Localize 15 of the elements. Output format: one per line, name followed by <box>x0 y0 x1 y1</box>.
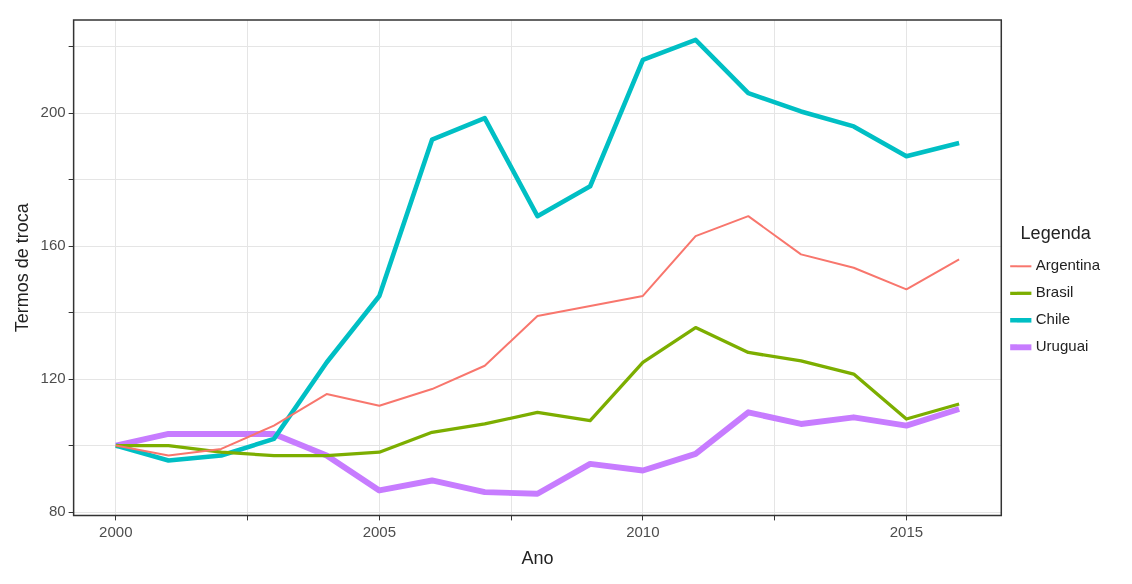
y-tick-label: 120 <box>40 369 66 387</box>
x-tick-label: 2010 <box>626 522 660 540</box>
x-tick-label: 2005 <box>362 522 397 540</box>
y-tick-label: 80 <box>48 502 66 520</box>
y-tick-label: 200 <box>40 103 66 121</box>
legend-title: Legenda <box>1020 223 1092 244</box>
legend-label: Brasil <box>1035 283 1074 301</box>
y-axis-title: Termos de troca <box>11 202 32 333</box>
x-tick-label: 2015 <box>889 522 924 540</box>
x-axis-title: Ano <box>521 548 554 569</box>
legend-label: Uruguai <box>1035 337 1089 355</box>
x-tick-label: 2000 <box>99 522 133 540</box>
legend-label: Argentina <box>1035 256 1101 274</box>
y-tick-label: 160 <box>40 236 66 254</box>
legend-label: Chile <box>1035 310 1070 328</box>
